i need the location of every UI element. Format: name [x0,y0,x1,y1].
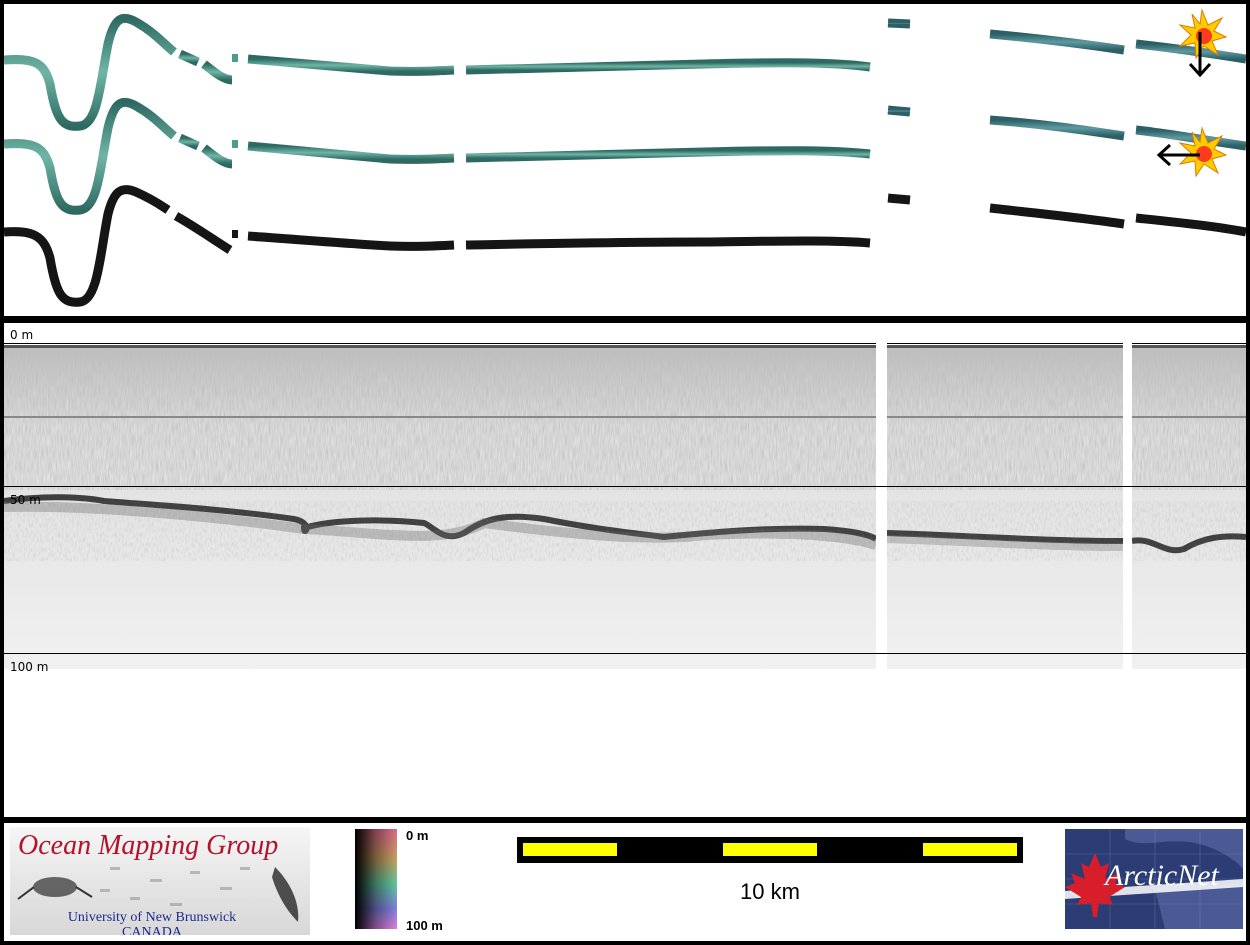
arrow-down-icon [1188,32,1212,78]
depth-line-100m [4,653,1246,654]
colorbar-top-label: 0 m [406,828,429,843]
arcticnet-logo: ArcticNet [1065,829,1243,929]
swath-panel [4,4,1246,316]
depth-colorbar [355,829,397,929]
depth-label-50m: 50 m [10,493,41,507]
footer-panel: Ocean Mapping Group University of New Br… [4,823,1246,941]
maple-leaf-icon [1065,853,1125,917]
colorbar-bottom-label: 100 m [406,918,443,933]
ocean-mapping-group-logo: Ocean Mapping Group University of New Br… [10,827,310,935]
scale-bar-segment [523,843,617,856]
depth-line-0m [4,343,1246,344]
sun-illumination-icon [1178,126,1228,178]
swath-strips [4,8,1246,307]
swath-strip-2 [4,97,1246,215]
swath-strip-1 [4,13,1246,131]
omg-title: Ocean Mapping Group [18,830,279,861]
arcticnet-wordmark: ArcticNet [1105,859,1219,892]
data-gap [876,343,887,673]
scale-bar [517,837,1023,863]
arcticnet-map-graphic [1065,829,1243,929]
scale-bar-segment [923,843,1017,856]
seabed-reflector [4,494,1246,561]
depth-line-50m [4,486,1246,487]
data-gap [1123,343,1132,673]
omg-seafloor-graphic [17,867,299,922]
scale-label: 10 km [740,879,800,904]
swath-strip-3 [4,185,1246,307]
omg-country: CANADA [122,925,182,935]
scale-bar-segment [723,843,817,856]
profile-image [4,343,1246,673]
omg-university: University of New Brunswick [67,910,237,925]
arrow-left-icon [1156,143,1200,167]
depth-label-100m: 100 m [10,660,49,674]
profile-panel: 0 m [4,323,1246,817]
depth-label-0m: 0 m [10,328,34,342]
